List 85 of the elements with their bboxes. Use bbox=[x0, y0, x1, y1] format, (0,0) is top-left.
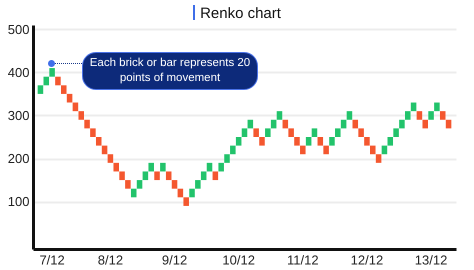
bar bbox=[224, 154, 230, 163]
bar bbox=[84, 120, 90, 128]
bar bbox=[212, 171, 218, 180]
bar bbox=[72, 102, 78, 112]
bar bbox=[352, 120, 358, 128]
bar bbox=[236, 137, 242, 146]
bar bbox=[130, 188, 136, 198]
bar bbox=[125, 180, 131, 189]
bar bbox=[230, 146, 236, 154]
bar bbox=[60, 85, 67, 94]
y-tick-label: 300 bbox=[8, 108, 30, 123]
bar bbox=[78, 111, 84, 120]
bar bbox=[55, 76, 61, 86]
bar bbox=[370, 146, 376, 154]
bar bbox=[270, 120, 276, 128]
bar bbox=[154, 171, 160, 180]
x-tick-label: 12/12 bbox=[350, 252, 384, 268]
bar bbox=[172, 180, 178, 189]
bar bbox=[43, 76, 50, 86]
annotation: Each brick or bar represents 20 points of movement bbox=[90, 57, 250, 84]
bar bbox=[294, 137, 300, 146]
bar bbox=[206, 162, 212, 172]
bar bbox=[218, 162, 224, 172]
bar bbox=[282, 120, 288, 128]
bar bbox=[288, 128, 294, 137]
bar bbox=[312, 128, 318, 137]
bar bbox=[323, 146, 329, 154]
bar bbox=[38, 85, 44, 94]
bar bbox=[399, 120, 405, 128]
bar bbox=[434, 102, 440, 112]
bar bbox=[265, 128, 271, 137]
bar bbox=[318, 137, 324, 146]
bar bbox=[90, 128, 96, 137]
bar bbox=[253, 128, 259, 137]
bar bbox=[340, 120, 346, 128]
bar bbox=[96, 137, 102, 146]
y-tick-label: 200 bbox=[8, 151, 30, 166]
bar bbox=[166, 171, 172, 180]
bar bbox=[195, 180, 201, 189]
bar bbox=[113, 162, 119, 172]
x-tick-label: 11/12 bbox=[287, 252, 319, 268]
bar bbox=[346, 111, 352, 120]
bar bbox=[364, 137, 370, 146]
x-tick-label: 13/12 bbox=[414, 252, 448, 268]
bar bbox=[440, 111, 446, 120]
bar bbox=[200, 171, 206, 180]
bar bbox=[248, 120, 254, 128]
bar bbox=[178, 188, 184, 198]
x-tick-label: 10/12 bbox=[222, 252, 255, 268]
bar bbox=[410, 102, 416, 112]
bar bbox=[102, 146, 108, 154]
bar bbox=[276, 111, 282, 120]
y-tick-label: 100 bbox=[8, 194, 30, 210]
chart-title: Renko chart bbox=[200, 5, 281, 22]
bar bbox=[108, 154, 114, 163]
bar bbox=[259, 137, 265, 146]
bar bbox=[189, 188, 195, 198]
bar bbox=[306, 137, 312, 146]
x-tick-label: 8/12 bbox=[98, 252, 124, 268]
x-tick-label: 9/12 bbox=[162, 252, 188, 268]
bar bbox=[300, 146, 306, 154]
y-tick-label: 400 bbox=[8, 64, 30, 80]
bar bbox=[148, 162, 154, 172]
bar bbox=[136, 180, 142, 189]
callout-box: Each brick or bar represents 20 points of movement bbox=[82, 52, 258, 90]
bar bbox=[428, 111, 434, 120]
bar bbox=[404, 111, 411, 120]
bar bbox=[242, 128, 248, 137]
bar bbox=[160, 162, 166, 172]
bar bbox=[393, 128, 399, 137]
bar bbox=[422, 120, 428, 128]
bar bbox=[382, 146, 388, 154]
y-tick-label: 500 bbox=[8, 22, 30, 37]
bar bbox=[142, 171, 148, 180]
bar bbox=[387, 137, 394, 146]
bar bbox=[376, 154, 382, 163]
bar bbox=[446, 120, 452, 128]
bar bbox=[183, 197, 189, 206]
bar bbox=[335, 128, 341, 137]
bar bbox=[119, 171, 125, 180]
x-tick-label: 7/12 bbox=[39, 252, 65, 268]
bar bbox=[66, 94, 72, 103]
bar bbox=[416, 111, 422, 120]
bar bbox=[358, 128, 364, 137]
bar bbox=[329, 137, 335, 146]
